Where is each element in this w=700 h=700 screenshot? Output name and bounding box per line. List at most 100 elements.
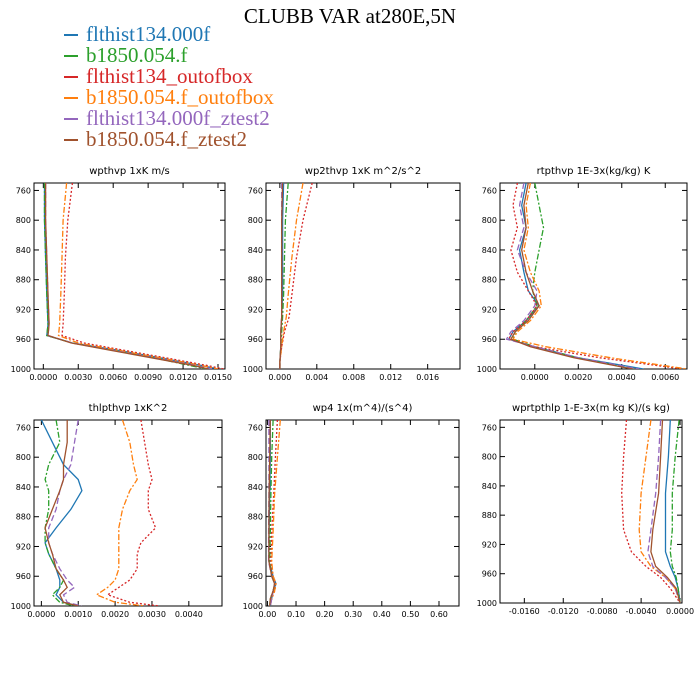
series-line — [268, 420, 276, 606]
x-tick-label: 0.0020 — [101, 610, 129, 619]
legend-item: flthist134.000f_ztest2 — [64, 108, 274, 129]
x-tick-label: 0.30 — [344, 610, 362, 619]
y-tick-label: 1000 — [243, 365, 263, 374]
x-tick-label: 0.0090 — [134, 373, 162, 382]
y-tick-label: 840 — [16, 246, 31, 255]
panel-2: rtpthvp 1E-3x(kg/kg) K 760 800 840 880 920 960… — [477, 166, 688, 382]
x-tick-label: 0.0000 — [521, 373, 549, 382]
y-tick-label: 760 — [248, 423, 263, 432]
legend-swatch-2 — [64, 75, 78, 78]
plot-frame — [499, 419, 683, 604]
series-line — [505, 183, 640, 369]
series-line — [44, 420, 79, 606]
legend-item: b1850.054.f_outofbox — [64, 87, 274, 108]
panel-5: wprtpthlp 1-E-3x(m kg K)/(s kg) 760 800 840… — [477, 403, 694, 616]
legend-label: flthist134_outofbox — [86, 64, 253, 88]
legend-label: b1850.054.f_ztest2 — [86, 127, 247, 151]
panel-title: wpthvp 1xK m/s — [89, 166, 170, 177]
x-tick-label: 0.012 — [379, 373, 402, 382]
legend-swatch-3 — [64, 96, 78, 99]
y-tick-label: 1000 — [477, 599, 497, 608]
series-line — [48, 420, 83, 606]
x-tick-label: -0.0040 — [626, 607, 657, 616]
x-tick-label: 0.0040 — [175, 610, 203, 619]
x-tick-label: 0.20 — [316, 610, 334, 619]
series-line — [279, 183, 304, 369]
y-tick-label: 840 — [248, 483, 263, 492]
y-tick-label: 920 — [248, 542, 263, 551]
y-tick-label: 920 — [248, 305, 263, 314]
x-tick-label: 0.016 — [416, 373, 439, 382]
legend-swatch-1 — [64, 54, 78, 57]
panel-title: wp4 1x(m^4)/(s^4) — [313, 403, 413, 414]
y-tick-label: 960 — [16, 335, 31, 344]
y-tick-label: 920 — [16, 305, 31, 314]
series-line — [507, 183, 683, 369]
series-line — [44, 183, 213, 369]
x-tick-label: 0.0120 — [169, 373, 197, 382]
panel-title: wp2thvp 1xK m^2/s^2 — [305, 166, 421, 177]
x-tick-label: 0.0010 — [64, 610, 92, 619]
x-tick-label: -0.0160 — [509, 607, 540, 616]
x-tick-label: 0.50 — [401, 610, 419, 619]
series-line — [621, 420, 681, 603]
x-tick-label: 0.0150 — [204, 373, 232, 382]
y-tick-label: 760 — [482, 186, 497, 195]
panel-4: wp4 1x(m^4)/(s^4)76080084088092096010000… — [243, 403, 460, 619]
series-line — [57, 183, 219, 369]
y-tick-label: 760 — [16, 423, 31, 432]
legend-label: flthist134.000f — [86, 22, 211, 46]
legend-item: b1850.054.f_ztest2 — [64, 129, 274, 150]
plot-frame — [265, 419, 460, 607]
legend-label: b1850.054.f — [86, 43, 188, 67]
series-line — [669, 420, 681, 603]
x-tick-label: 0.40 — [373, 610, 391, 619]
x-tick-label: 0.008 — [342, 373, 365, 382]
legend-label: flthist134.000f_ztest2 — [86, 106, 270, 130]
x-tick-label: 0.0020 — [564, 373, 592, 382]
panel-title: thlpthvp 1xK^2 — [89, 403, 168, 414]
y-tick-label: 960 — [248, 572, 263, 581]
legend-label: b1850.054.f_outofbox — [86, 85, 274, 109]
x-tick-label: 0.0040 — [608, 373, 636, 382]
plot-frame — [499, 182, 688, 370]
y-tick-label: 840 — [482, 482, 497, 491]
series-line — [511, 183, 687, 369]
y-tick-label: 760 — [16, 186, 31, 195]
y-tick-label: 880 — [482, 276, 497, 285]
legend-item: flthist134.000f — [64, 24, 274, 45]
plot-frame — [265, 182, 461, 370]
series-line — [43, 183, 219, 369]
x-tick-label: 0.004 — [305, 373, 328, 382]
panel-title: rtpthvp 1E-3x(kg/kg) K — [537, 166, 651, 177]
series-line — [650, 420, 681, 603]
y-tick-label: 760 — [248, 186, 263, 195]
legend-swatch-5 — [64, 138, 78, 141]
y-tick-label: 1000 — [477, 365, 497, 374]
y-tick-label: 880 — [248, 276, 263, 285]
series-line — [95, 420, 145, 606]
y-tick-label: 960 — [482, 570, 497, 579]
panel-0: wpthvp 1xK m/s76080084088092096010000.00… — [11, 166, 232, 382]
series-line — [61, 183, 224, 369]
y-tick-label: 760 — [482, 423, 497, 432]
y-tick-label: 1000 — [243, 602, 263, 611]
x-tick-label: -0.0080 — [587, 607, 618, 616]
y-tick-label: 920 — [16, 542, 31, 551]
series-line — [664, 420, 681, 603]
y-tick-label: 1000 — [11, 365, 31, 374]
y-tick-label: 840 — [482, 246, 497, 255]
series-line — [279, 183, 284, 369]
legend-swatch-0 — [64, 33, 78, 36]
x-tick-label: 0.0030 — [138, 610, 166, 619]
x-tick-label: 0.60 — [430, 610, 448, 619]
series-line — [647, 420, 681, 603]
y-tick-label: 800 — [482, 453, 497, 462]
x-tick-label: 0.0060 — [651, 373, 679, 382]
series-line — [43, 183, 207, 369]
y-tick-label: 880 — [248, 513, 263, 522]
legend-item: flthist134_outofbox — [64, 66, 274, 87]
y-tick-label: 1000 — [11, 602, 31, 611]
y-tick-label: 800 — [16, 216, 31, 225]
plot-frame — [33, 182, 226, 370]
